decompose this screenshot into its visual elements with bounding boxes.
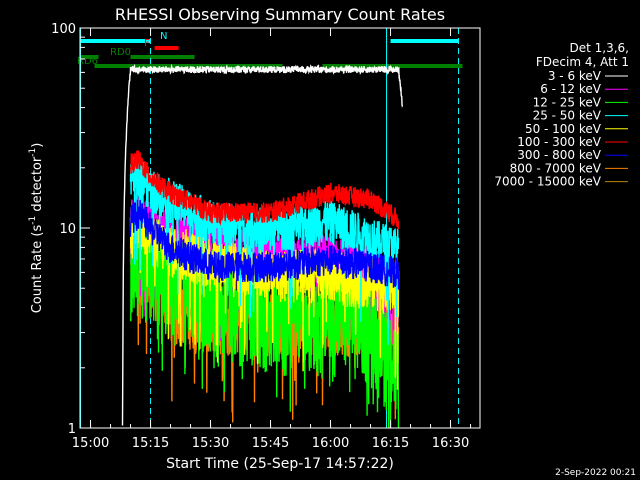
series-line-3-6kev [121, 63, 403, 426]
footer-date: 2-Sep-2022 00:21 [555, 468, 636, 478]
series-line-100-300kev [129, 150, 400, 230]
legend-entry-label: 50 - 100 keV [525, 122, 602, 136]
x-tick-label: 15:15 [132, 436, 169, 451]
y-axis-ticks: 1 10 100 [51, 22, 90, 437]
series-traces [121, 63, 403, 429]
legend-entry-label: 300 - 800 keV [517, 148, 601, 162]
x-tick-label: 16:30 [432, 436, 469, 451]
x-tick-label: 15:45 [252, 436, 289, 451]
flag-label-rd6: RD6 [77, 56, 98, 67]
legend-entry-label: 7000 - 15000 keV [494, 175, 601, 189]
x-axis-label: Start Time (25-Sep-17 14:57:22) [166, 456, 394, 472]
y-axis-label-main: Count Rate (s [30, 225, 45, 314]
legend-entry-label: 800 - 7000 keV [510, 161, 602, 175]
x-axis-ticks: 15:00 15:15 15:30 15:45 16:00 16:15 16:30 [72, 28, 472, 451]
flag-label-rd0: RD0 [110, 47, 131, 58]
y-axis-label-end: ) [30, 143, 45, 148]
legend-entry-label: 25 - 50 keV [533, 109, 602, 123]
legend-entry-label: 100 - 300 keV [517, 135, 601, 149]
series-line-300-800kev [129, 199, 400, 290]
legend-entry-label: 12 - 25 keV [533, 95, 602, 109]
flag-label-n: N [160, 31, 167, 42]
legend-entry-label: 3 - 6 keV [548, 69, 602, 83]
x-tick-label: 15:00 [72, 436, 109, 451]
series-line-50-100kev [129, 201, 400, 390]
x-tick-label: 15:30 [192, 436, 229, 451]
y-axis-label-sup2: -1 [28, 148, 38, 157]
y-axis-label-sup1: -1 [28, 216, 38, 225]
chart-title: RHESSI Observing Summary Count Rates [115, 5, 445, 24]
flag-label-f: F [144, 38, 150, 49]
x-tick-label: 16:15 [372, 436, 409, 451]
y-tick-label: 10 [59, 222, 76, 237]
legend-header-line-2: FDecim 4, Att 1 [536, 55, 629, 69]
x-tick-label: 16:00 [312, 436, 349, 451]
y-tick-label: 100 [51, 22, 76, 37]
y-tick-label: 1 [68, 422, 76, 437]
y-axis-label: Count Rate (s-1 detector-1) [28, 143, 45, 314]
legend-entry-label: 6 - 12 keV [540, 82, 602, 96]
legend-header-line-1: Det 1,3,6, [570, 41, 630, 55]
y-axis-label-mid: detector [30, 156, 45, 216]
